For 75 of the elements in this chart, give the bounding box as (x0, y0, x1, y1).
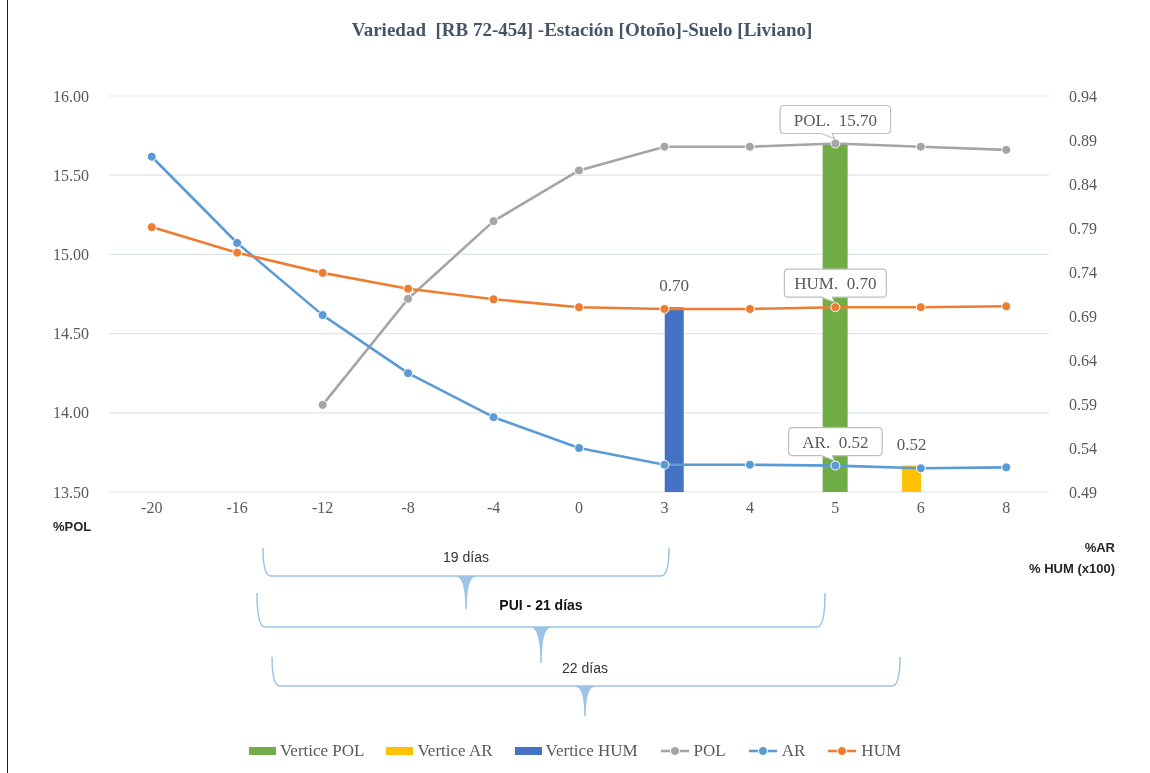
y2-tick-label: 0.64 (1069, 351, 1097, 369)
y-tick-label: 16.00 (53, 87, 89, 105)
point (830, 138, 841, 149)
point (915, 463, 926, 474)
point (830, 302, 841, 313)
y2-tick-label: 0.79 (1069, 219, 1097, 237)
x-tick-label: -8 (401, 499, 415, 517)
y2-tick-label: 0.74 (1069, 263, 1097, 281)
point (232, 237, 243, 248)
x-tick-label: 3 (660, 499, 669, 517)
x-tick-label: 4 (745, 499, 754, 517)
point (403, 368, 414, 379)
y2-tick-label: 0.59 (1069, 395, 1097, 413)
point (744, 141, 755, 152)
legend-label: HUM (861, 741, 902, 760)
point (574, 165, 584, 176)
y2-tick-label: 0.89 (1069, 131, 1097, 149)
y-tick-label: 14.00 (53, 404, 89, 422)
data-label: POL. 15.70 (793, 110, 877, 130)
x-tick-label: -20 (141, 499, 163, 517)
data-label: 0.52 (896, 434, 927, 454)
point (659, 459, 670, 470)
legend-label: Vertice POL (279, 741, 365, 760)
point (574, 443, 584, 453)
y-tick-label: 14.50 (53, 325, 89, 343)
y2-axis-title: %AR % HUM (x100) (1029, 540, 1115, 576)
legend-label: Vertice AR (417, 741, 493, 760)
point (1001, 144, 1012, 155)
point (1001, 462, 1012, 473)
point (744, 303, 755, 314)
point (317, 399, 328, 410)
point (317, 267, 328, 278)
point (488, 294, 499, 305)
point (232, 247, 243, 258)
legend-label: AR (781, 741, 806, 760)
point (659, 303, 670, 314)
legend-label: Vertice HUM (545, 741, 638, 760)
y2-tick-label: 0.84 (1069, 175, 1097, 193)
legend-label: POL (693, 741, 726, 760)
point (574, 302, 584, 313)
x-tick-label: 8 (1002, 499, 1011, 517)
point (403, 283, 414, 294)
y2-tick-label: 0.49 (1069, 483, 1097, 501)
y-axis-title: %POL (53, 519, 92, 534)
x-tick-label: 6 (916, 499, 925, 517)
text: 19 días (443, 549, 489, 565)
point (317, 310, 328, 321)
x-tick-label: -12 (311, 499, 334, 517)
data-label: 0.70 (659, 276, 690, 296)
y-tick-label: 15.50 (53, 166, 89, 184)
point (146, 151, 157, 162)
data-label: AR. 0.52 (802, 432, 869, 452)
point (403, 293, 414, 304)
point (915, 141, 926, 152)
x-tick-label: 0 (575, 499, 583, 517)
y2-tick-label: 0.54 (1069, 439, 1097, 457)
text: 22 días (562, 660, 608, 676)
point (744, 459, 755, 470)
point (1001, 301, 1012, 312)
x-tick-label: -4 (486, 499, 501, 517)
chart-title: Variedad [RB 72-454] -Estación [Otoño]-Suelo [Liviano] (351, 19, 813, 40)
point (488, 412, 499, 423)
x-tick-label: -16 (226, 499, 248, 517)
y2-tick-label: 0.94 (1069, 87, 1097, 105)
y2-tick-label: 0.69 (1069, 307, 1097, 325)
y-tick-label: 13.50 (53, 483, 89, 501)
point (488, 216, 499, 227)
point (659, 141, 670, 152)
y-tick-label: 15.00 (53, 246, 89, 264)
data-label: HUM. 0.70 (794, 274, 877, 294)
point (830, 460, 841, 471)
text: PUI - 21 días (499, 597, 583, 613)
x-tick-label: 5 (831, 499, 840, 517)
point (915, 302, 926, 313)
point (146, 222, 157, 233)
